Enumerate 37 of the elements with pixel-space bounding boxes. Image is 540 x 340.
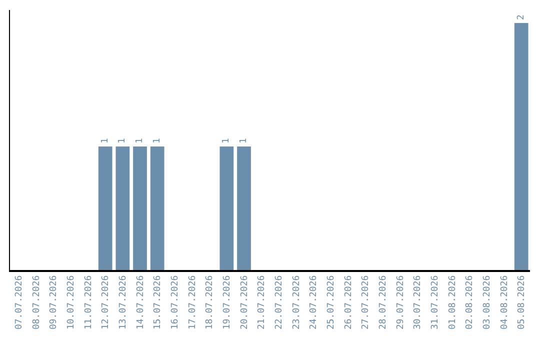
x-tick-label: 20.07.2026	[240, 275, 250, 330]
x-tick-label: 14.07.2026	[136, 275, 146, 330]
x-tick-label: 07.07.2026	[14, 275, 25, 330]
data-label: 1	[118, 138, 128, 144]
x-tick-label: 05.08.2026	[517, 275, 528, 330]
x-tick-label: 15.07.2026	[153, 275, 164, 330]
data-label: 1	[222, 138, 232, 144]
x-tick-label: 24.07.2026	[309, 275, 320, 330]
x-tick-label: 11.07.2026	[84, 275, 94, 330]
x-tick-label: 31.07.2026	[430, 275, 441, 330]
x-tick-label: 01.08.2026	[448, 275, 458, 330]
x-tick-label: 26.07.2026	[344, 275, 354, 330]
data-label: 1	[239, 138, 249, 144]
data-label: 1	[152, 138, 162, 144]
x-tick-label: 19.07.2026	[222, 275, 233, 330]
data-label: 1	[100, 138, 110, 144]
x-tick-label: 02.08.2026	[465, 275, 476, 330]
x-tick-label: 17.07.2026	[188, 275, 198, 330]
x-tick-label: 22.07.2026	[274, 275, 285, 330]
data-label: 2	[516, 14, 526, 20]
x-tick-label: 10.07.2026	[66, 275, 77, 330]
x-tick-label: 28.07.2026	[378, 275, 389, 330]
x-tick-label: 03.08.2026	[482, 275, 493, 330]
x-tick-label: 27.07.2026	[361, 275, 372, 330]
x-tick-label: 21.07.2026	[257, 275, 268, 330]
x-tick-label: 04.08.2026	[500, 275, 510, 330]
x-tick-label: 25.07.2026	[326, 275, 337, 330]
x-tick-label: 16.07.2026	[170, 275, 181, 330]
x-tick-label: 23.07.2026	[292, 275, 302, 330]
x-tick-label: 12.07.2026	[101, 275, 112, 330]
data-label: 1	[135, 138, 145, 144]
x-tick-label: 30.07.2026	[413, 275, 424, 330]
x-tick-label: 18.07.2026	[205, 275, 216, 330]
x-tick-label: 13.07.2026	[118, 275, 129, 330]
x-tick-label: 29.07.2026	[396, 275, 406, 330]
x-tick-label: 08.07.2026	[32, 275, 42, 330]
x-tick-label: 09.07.2026	[49, 275, 60, 330]
